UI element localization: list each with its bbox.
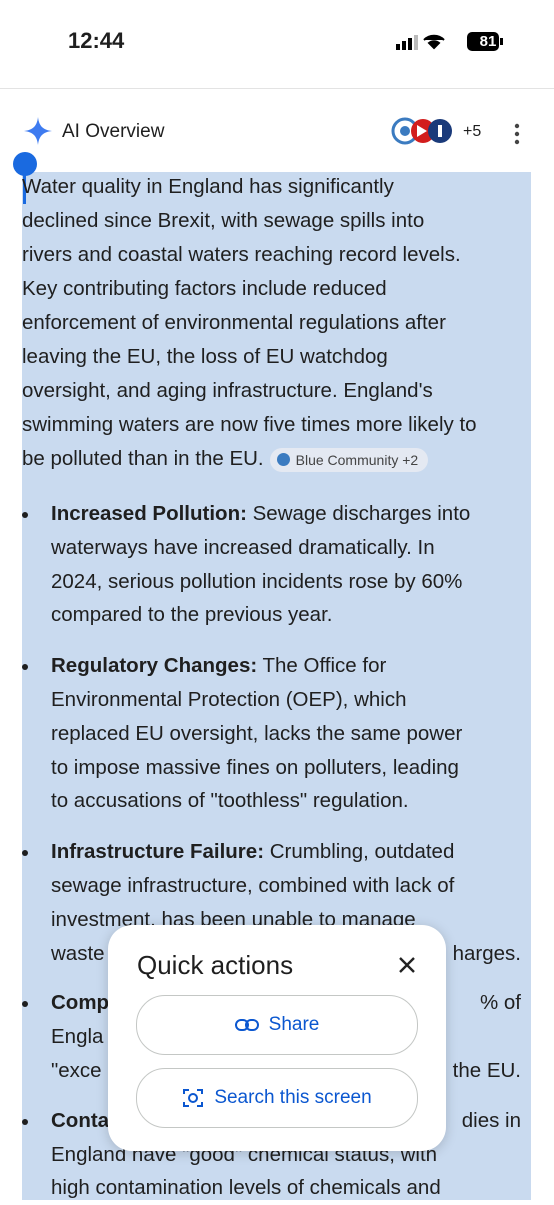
status-bar: 12:44 81 bbox=[0, 0, 554, 89]
text-line: "exce the EU. bbox=[51, 1054, 521, 1088]
bullet-label: Infrastructure Failure: bbox=[51, 840, 265, 864]
text-line: Increased Pollution: Sewage discharges i… bbox=[51, 497, 521, 531]
text-line: Key contributing factors include reduced bbox=[22, 272, 387, 306]
share-button[interactable]: Share bbox=[136, 995, 418, 1055]
text-line: to impose massive fines on polluters, le… bbox=[51, 751, 521, 785]
lens-icon bbox=[183, 1089, 204, 1107]
link-icon bbox=[234, 1019, 259, 1031]
text-line: replaced EU oversight, lacks the same po… bbox=[51, 717, 521, 751]
text-line: Environmental Protection (OEP), which bbox=[51, 683, 521, 717]
text-line: waste harges. bbox=[51, 937, 521, 971]
source-chip[interactable]: Blue Community +2 bbox=[269, 447, 429, 472]
text: Key contributing factors include reduced bbox=[22, 277, 387, 300]
dialog-title: Quick actions bbox=[137, 950, 294, 980]
text-line: sewage infrastructure, combined with lac… bbox=[51, 869, 521, 903]
bullet-dot bbox=[22, 850, 28, 857]
bullet-dot bbox=[22, 1118, 28, 1125]
text: to accusations of "toothless" regulation… bbox=[51, 789, 409, 813]
time: 12:44 bbox=[68, 28, 125, 53]
text-line: leaving the EU, the loss of EU watchdog bbox=[22, 340, 388, 374]
text: declined since Brexit, with sewage spill… bbox=[22, 209, 425, 232]
text: enforcement of environmental regulations… bbox=[22, 311, 446, 334]
bullet-dot bbox=[22, 664, 28, 671]
text: Sewage discharges into bbox=[252, 502, 471, 525]
text-line: swimming waters are now five times more … bbox=[22, 408, 477, 442]
text: to impose massive fines on polluters, le… bbox=[51, 755, 459, 779]
text: waterways have increased dramatically. I… bbox=[51, 535, 435, 559]
bullet-label: Regulatory Changes: bbox=[51, 654, 258, 678]
text: sewage infrastructure, combined with lac… bbox=[51, 874, 455, 897]
selection-handle[interactable] bbox=[12, 150, 40, 206]
text-line: waterways have increased dramatically. I… bbox=[51, 531, 521, 565]
text: waste bbox=[51, 941, 105, 965]
text-line: be polluted than in the EU. Blue Communit… bbox=[22, 442, 429, 476]
text-line: 2024, serious pollution incidents rose b… bbox=[51, 565, 521, 599]
text: rivers and coastal waters reaching recor… bbox=[22, 243, 461, 266]
status-icons bbox=[396, 32, 503, 51]
text-line: enforcement of environmental regulations… bbox=[22, 306, 446, 340]
text: leaving the EU, the loss of EU watchdog bbox=[22, 345, 388, 368]
bullet-dot bbox=[22, 512, 28, 518]
close-icon[interactable] bbox=[398, 956, 416, 974]
sources-more[interactable]: +5 bbox=[463, 123, 482, 140]
text: high contamination levels of chemicals a… bbox=[51, 1176, 441, 1200]
text-line: high contamination levels of chemicals a… bbox=[51, 1171, 521, 1205]
text-line: Conta dies in bbox=[51, 1104, 521, 1138]
overview-title: AI Overview bbox=[62, 121, 165, 142]
source-icons bbox=[391, 117, 452, 145]
text: 2024, serious pollution incidents rose b… bbox=[51, 569, 463, 593]
text: dies in bbox=[461, 1108, 521, 1132]
text: be polluted than in the EU. bbox=[22, 447, 264, 470]
text: Environmental Protection (OEP), which bbox=[51, 688, 407, 711]
text: compared to the previous year. bbox=[51, 603, 333, 627]
text: replaced EU oversight, lacks the same po… bbox=[51, 721, 463, 745]
bullet-dot bbox=[22, 1001, 28, 1008]
menu-icon[interactable] bbox=[512, 122, 522, 146]
text: "exce bbox=[51, 1059, 102, 1082]
sparkle-icon bbox=[24, 117, 52, 145]
button-label: Search this screen bbox=[214, 1087, 372, 1108]
bullet-label: Conta bbox=[51, 1108, 110, 1132]
bullet-label: Increased Pollution: bbox=[51, 502, 247, 525]
button-label: Share bbox=[268, 1014, 320, 1035]
battery: 81 bbox=[479, 33, 497, 50]
text-line: Regulatory Changes: The Office for bbox=[51, 649, 521, 683]
text: The Office for bbox=[262, 654, 387, 678]
text: % of bbox=[479, 991, 521, 1015]
text: swimming waters are now five times more … bbox=[22, 413, 477, 436]
text-line: Comp % of bbox=[51, 986, 521, 1020]
text: oversight, and aging infrastructure. Eng… bbox=[22, 379, 433, 402]
text-line: rivers and coastal waters reaching recor… bbox=[22, 238, 461, 272]
text: the EU. bbox=[452, 1059, 521, 1082]
text: Crumbling, outdated bbox=[269, 840, 455, 864]
text-line: oversight, and aging infrastructure. Eng… bbox=[22, 374, 433, 408]
text-line: declined since Brexit, with sewage spill… bbox=[22, 204, 424, 238]
text: Engla bbox=[51, 1025, 104, 1049]
text-line: to accusations of "toothless" regulation… bbox=[51, 784, 521, 818]
text-line: Engla bbox=[51, 1020, 521, 1054]
text: harges. bbox=[452, 941, 521, 965]
text-line: compared to the previous year. bbox=[51, 598, 521, 632]
search-screen-button[interactable]: Search this screen bbox=[136, 1068, 418, 1128]
text-line: Water quality in England has significant… bbox=[22, 170, 394, 204]
text-line: Infrastructure Failure: Crumbling, outda… bbox=[51, 835, 521, 869]
text: Water quality in England has significant… bbox=[22, 175, 394, 198]
bullet-label: Comp bbox=[51, 991, 110, 1015]
